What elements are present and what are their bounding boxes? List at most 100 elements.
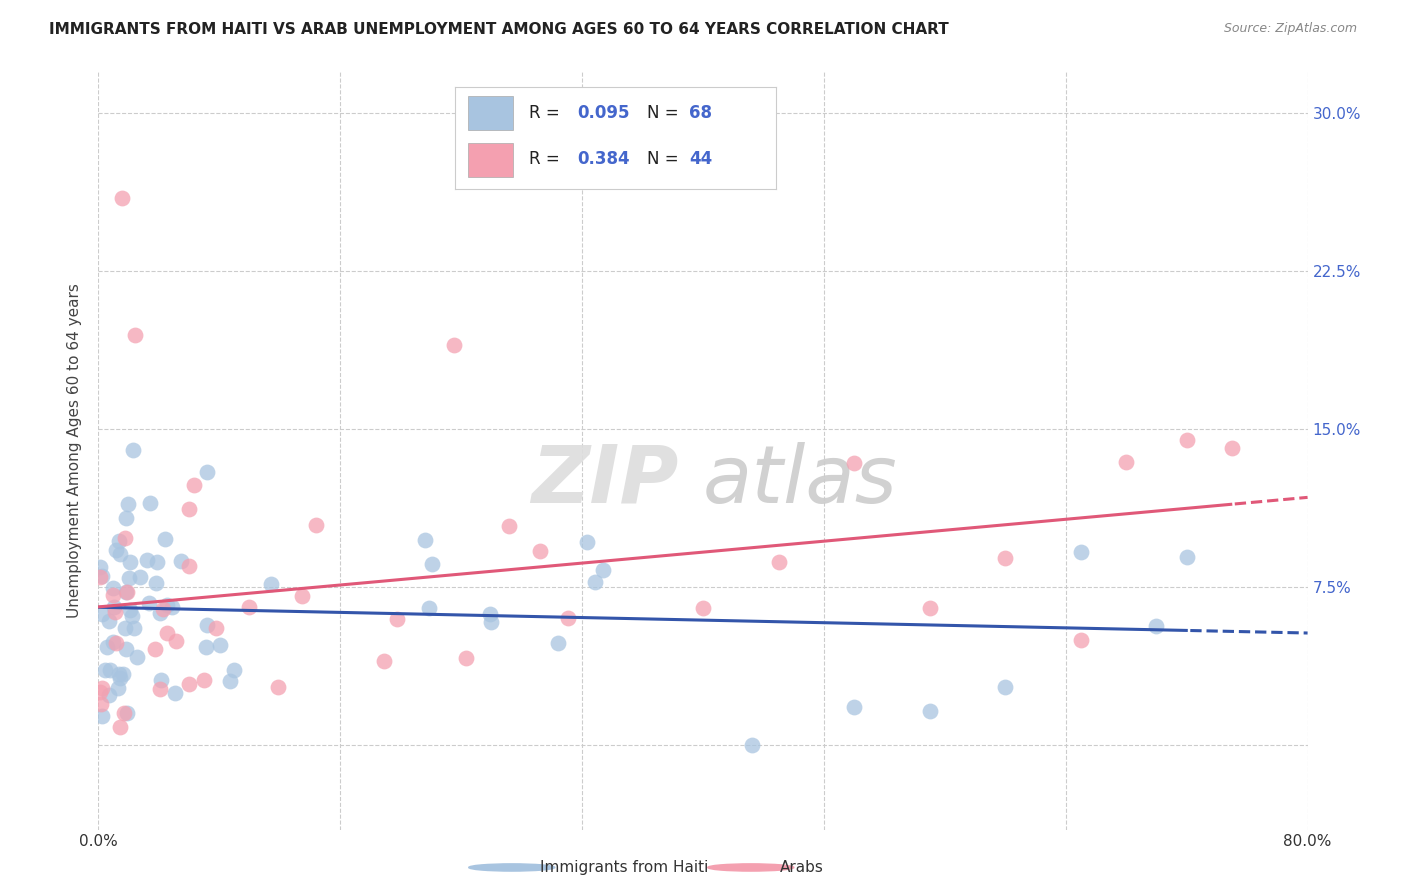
Point (149, 607, 172, 621)
Point (218, 674, 240, 689)
Point (105, 636, 128, 650)
Point (150, 673, 173, 687)
Point (179, 502, 201, 516)
Point (768, 555, 790, 569)
Point (91, 681, 114, 695)
Point (145, 555, 167, 569)
Point (136, 552, 159, 566)
Text: Immigrants from Haiti: Immigrants from Haiti (540, 860, 709, 875)
Circle shape (707, 863, 794, 871)
Point (103, 599, 125, 614)
Point (89, 570, 111, 584)
Point (170, 554, 193, 568)
Point (479, 615, 502, 630)
Point (124, 621, 146, 635)
Point (208, 638, 231, 652)
Point (1070, 633, 1092, 648)
Point (994, 681, 1017, 695)
Point (238, 599, 260, 614)
Point (267, 680, 290, 694)
Point (90, 607, 112, 621)
Point (156, 598, 179, 612)
Point (145, 575, 167, 590)
Point (479, 607, 502, 621)
Point (101, 635, 124, 649)
Point (529, 544, 551, 558)
Point (918, 601, 941, 615)
Point (197, 465, 219, 479)
Text: ZIP: ZIP (531, 442, 679, 520)
Point (156, 626, 179, 640)
Point (118, 571, 141, 585)
Point (195, 617, 218, 632)
Point (152, 602, 174, 616)
Point (90, 709, 112, 723)
Point (108, 547, 131, 561)
Point (115, 584, 138, 599)
Point (107, 681, 129, 695)
Point (1144, 619, 1167, 633)
Point (692, 601, 714, 615)
Text: IMMIGRANTS FROM HAITI VS ARAB UNEMPLOYMENT AMONG AGES 60 TO 64 YEARS CORRELATION: IMMIGRANTS FROM HAITI VS ARAB UNEMPLOYME… (49, 22, 949, 37)
Point (183, 478, 205, 492)
Point (1115, 455, 1137, 469)
Point (592, 563, 614, 577)
Point (96, 640, 118, 655)
Point (177, 677, 200, 691)
Point (498, 519, 520, 533)
Point (114, 510, 136, 524)
Text: atlas: atlas (703, 442, 898, 520)
Point (108, 671, 131, 685)
Point (94, 664, 117, 678)
Point (118, 555, 141, 569)
Point (118, 602, 141, 616)
Point (194, 640, 217, 655)
Point (291, 589, 314, 603)
Point (124, 327, 146, 342)
Circle shape (468, 863, 555, 871)
Point (98, 689, 121, 703)
Point (305, 518, 328, 533)
Point (117, 498, 139, 512)
Text: Arabs: Arabs (779, 860, 824, 875)
Point (575, 535, 598, 549)
Point (138, 596, 160, 610)
Point (90, 697, 112, 711)
Point (112, 706, 135, 720)
Point (111, 667, 134, 681)
Point (129, 570, 152, 584)
Point (91, 569, 114, 583)
Point (114, 584, 136, 599)
Point (149, 682, 172, 697)
Point (583, 575, 606, 590)
Point (418, 601, 440, 615)
Point (104, 605, 127, 619)
Point (557, 611, 579, 625)
Point (114, 532, 136, 546)
Point (97, 614, 120, 628)
Text: Source: ZipAtlas.com: Source: ZipAtlas.com (1223, 22, 1357, 36)
Point (115, 706, 138, 720)
Point (179, 559, 201, 574)
Point (1175, 433, 1198, 447)
Point (98, 664, 121, 678)
Point (89, 560, 111, 574)
Point (108, 533, 131, 548)
Point (844, 700, 866, 714)
Point (143, 641, 166, 656)
Point (165, 633, 187, 648)
Point (373, 655, 395, 669)
Point (101, 581, 124, 595)
Point (844, 456, 866, 470)
Point (122, 443, 145, 458)
Point (547, 636, 569, 650)
Point (1175, 550, 1198, 565)
Point (994, 550, 1017, 565)
Point (108, 720, 131, 734)
Point (456, 651, 478, 665)
Point (121, 609, 143, 624)
Point (125, 650, 148, 665)
Point (1070, 544, 1092, 558)
Point (1220, 441, 1243, 455)
Point (741, 739, 763, 753)
